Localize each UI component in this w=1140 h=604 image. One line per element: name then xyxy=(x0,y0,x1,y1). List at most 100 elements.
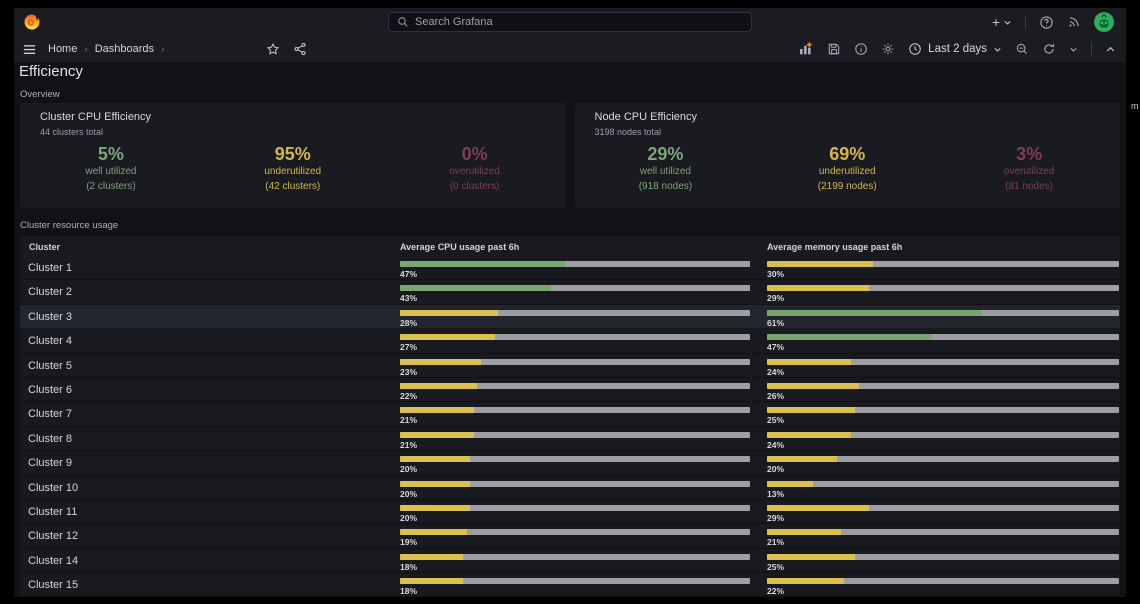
divider xyxy=(1025,15,1026,29)
global-search[interactable] xyxy=(388,12,752,32)
cpu-usage-value: 22% xyxy=(400,390,418,401)
memory-usage-bargauge: 30% xyxy=(767,261,1119,279)
cpu-usage-value: 28% xyxy=(400,317,418,328)
topbar-actions: + xyxy=(992,8,1114,36)
bargauge-fill xyxy=(767,456,838,463)
refresh-icon[interactable] xyxy=(1042,42,1056,56)
collapse-chevron-up-icon[interactable] xyxy=(1105,44,1116,55)
table-row[interactable]: Cluster 4 27% 47% xyxy=(20,329,1120,354)
table-row[interactable]: Cluster 2 43% 29% xyxy=(20,280,1120,305)
clipped-edge-text: m xyxy=(1131,101,1139,111)
mega-menu-icon[interactable] xyxy=(22,42,37,57)
cpu-usage-bargauge: 19% xyxy=(400,529,750,547)
memory-usage-value: 21% xyxy=(767,537,785,548)
bargauge-track xyxy=(400,456,750,463)
cpu-usage-value: 18% xyxy=(400,586,418,597)
overview-panels-row: Cluster CPU Efficiency 44 clusters total… xyxy=(20,103,1120,208)
bargauge-track xyxy=(400,285,750,292)
save-dashboard-icon[interactable] xyxy=(827,42,841,56)
help-icon[interactable] xyxy=(1039,15,1054,30)
memory-usage-bargauge: 13% xyxy=(767,480,1119,499)
cluster-name: Cluster 12 xyxy=(28,530,79,543)
news-rss-icon[interactable] xyxy=(1067,15,1081,29)
breadcrumb-home[interactable]: Home xyxy=(48,43,78,55)
bargauge-fill xyxy=(400,578,463,585)
stat-value: 0% xyxy=(461,144,488,164)
table-row[interactable]: Cluster 1 47% 30% xyxy=(20,256,1120,281)
table-row[interactable]: Cluster 11 20% 29% xyxy=(20,500,1120,525)
user-avatar[interactable] xyxy=(1094,12,1114,32)
cluster-name: Cluster 11 xyxy=(28,505,78,518)
cpu-usage-bargauge: 18% xyxy=(400,553,750,572)
table-row[interactable]: Cluster 8 21% 24% xyxy=(20,427,1120,452)
stat-count: (81 nodes) xyxy=(1005,181,1053,192)
memory-usage-bargauge: 29% xyxy=(767,504,1119,523)
cpu-usage-bargauge: 43% xyxy=(400,285,750,303)
stat-label: overutilized xyxy=(449,166,500,177)
memory-usage-bargauge: 22% xyxy=(767,578,1119,596)
memory-usage-value: 29% xyxy=(767,293,785,304)
memory-usage-value: 30% xyxy=(767,269,785,279)
stat-label: well utilized xyxy=(639,166,691,177)
search-input[interactable] xyxy=(415,16,743,28)
grafana-app: + xyxy=(14,8,1126,597)
memory-usage-value: 26% xyxy=(767,390,785,401)
stat-well-utilized: 29% well utilized (918 nodes) xyxy=(575,141,757,200)
breadcrumb-dashboards[interactable]: Dashboards xyxy=(94,43,155,55)
grafana-logo[interactable] xyxy=(23,13,41,31)
new-menu-button[interactable]: + xyxy=(992,15,1012,29)
table-row[interactable]: Cluster 15 18% 22% xyxy=(20,573,1120,597)
divider xyxy=(1091,42,1092,56)
clock-icon xyxy=(909,43,921,55)
bargauge-fill xyxy=(400,382,477,389)
memory-usage-bargauge: 24% xyxy=(767,358,1119,377)
table-row[interactable]: Cluster 5 23% 24% xyxy=(20,354,1120,378)
stat-count: (42 clusters) xyxy=(265,181,321,192)
star-icon[interactable] xyxy=(266,42,280,56)
panel-cluster-cpu-efficiency: Cluster CPU Efficiency 44 clusters total… xyxy=(20,103,566,208)
dashboard-settings-icon[interactable] xyxy=(881,42,895,56)
bargauge-fill xyxy=(767,578,845,585)
table-row[interactable]: Cluster 12 19% 21% xyxy=(20,524,1120,549)
table-row[interactable]: Cluster 7 21% 25% xyxy=(20,402,1120,427)
breadcrumb: Home › Dashboards › xyxy=(48,43,164,55)
bargauge-track xyxy=(767,285,1119,292)
table-row[interactable]: Cluster 3 28% 61% xyxy=(20,304,1120,330)
cluster-name: Cluster 8 xyxy=(28,432,73,445)
row-title-cluster-resource-usage[interactable]: Cluster resource usage xyxy=(20,220,119,231)
stat-value: 29% xyxy=(647,144,684,164)
table-row[interactable]: Cluster 14 18% 25% xyxy=(20,549,1120,574)
table-row[interactable]: Cluster 6 22% 26% xyxy=(20,378,1120,403)
panel-title[interactable]: Cluster CPU Efficiency xyxy=(40,111,152,123)
stat-value: 5% xyxy=(97,144,124,164)
panel-title[interactable]: Node CPU Efficiency xyxy=(594,111,698,123)
row-title-overview[interactable]: Overview xyxy=(20,89,60,100)
column-header-cpu[interactable]: Average CPU usage past 6h xyxy=(400,242,520,252)
table-row[interactable]: Cluster 10 20% 13% xyxy=(20,476,1120,500)
share-icon[interactable] xyxy=(293,42,307,56)
table-header: Cluster Average CPU usage past 6h Averag… xyxy=(20,236,1120,256)
time-range-picker[interactable]: Last 2 days xyxy=(908,42,1002,56)
bargauge-track xyxy=(767,382,1119,389)
add-visualization-icon[interactable] xyxy=(798,41,814,57)
column-header-memory[interactable]: Average memory usage past 6h xyxy=(767,242,903,252)
memory-usage-value: 29% xyxy=(767,512,785,523)
column-header-cluster[interactable]: Cluster xyxy=(29,242,61,252)
stat-count: (2 clusters) xyxy=(86,181,136,192)
bargauge-fill xyxy=(767,480,813,487)
table-row[interactable]: Cluster 9 20% 20% xyxy=(20,451,1120,476)
cluster-name: Cluster 5 xyxy=(28,359,73,372)
memory-usage-bargauge: 29% xyxy=(767,285,1119,303)
zoom-out-time-icon[interactable] xyxy=(1015,42,1029,56)
refresh-interval-chevron-icon[interactable] xyxy=(1069,45,1078,54)
bargauge-track xyxy=(400,578,750,585)
bargauge-track xyxy=(767,261,1119,267)
bargauge-track xyxy=(767,578,1119,585)
bargauge-fill xyxy=(400,261,565,267)
dashboard-insights-icon[interactable] xyxy=(854,42,868,56)
cluster-name: Cluster 2 xyxy=(28,286,73,299)
bargauge-track xyxy=(400,309,750,316)
stat-label: underutilized xyxy=(264,166,322,177)
bargauge-track xyxy=(400,553,750,560)
cpu-usage-bargauge: 21% xyxy=(400,407,750,425)
